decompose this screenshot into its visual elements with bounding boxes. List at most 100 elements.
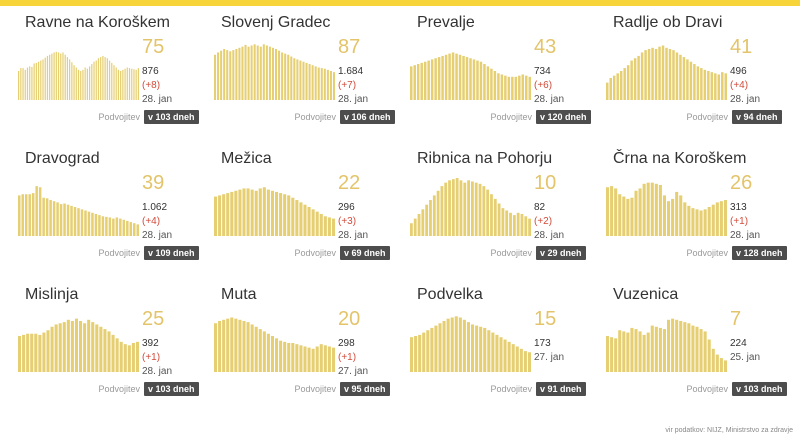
bar [226,318,230,372]
total-cases: 224 [730,338,747,349]
bar [73,65,75,100]
bar [715,202,719,236]
municipality-card: Ravne na Koroškem 75 876 (+8) 28. jan Podvoji… [18,14,199,134]
bar [100,57,102,100]
bar [483,64,486,100]
active-cases: 20 [338,308,361,330]
bar [284,53,287,100]
new-cases-delta: (+1) [142,352,161,363]
bar [70,320,74,372]
bar [416,64,420,100]
bar [122,219,126,236]
bar [223,48,226,100]
bar [279,340,283,372]
bar [230,191,234,236]
bar [254,326,258,372]
bar [717,74,721,100]
bar [259,46,262,100]
bar [320,68,323,100]
new-cases-delta: (+7) [338,80,357,91]
total-cases: 313 [730,202,747,213]
bar [630,327,634,372]
new-cases-delta: (+1) [338,352,357,363]
municipality-card: Muta 20 298 (+1) 27. jan Podvojitev v 95 dneh [214,286,394,406]
bar [436,190,440,236]
bar [626,65,630,100]
municipality-card: Črna na Koroškem 26 313 (+1) 28. jan Podvojit… [606,150,787,270]
bar [658,46,661,100]
bar [87,319,91,372]
bar [622,331,626,372]
bar [46,330,50,372]
bar [699,210,703,236]
last-update-date: 28. jan [338,230,369,241]
bar [60,53,62,100]
bar [295,200,299,236]
bar-chart [410,178,531,236]
bar [719,201,723,236]
bar [487,330,491,372]
bar [609,77,612,100]
bar [723,360,727,372]
bar [38,334,42,372]
bar [296,59,299,100]
doubling-badge: v 29 dneh [536,246,586,260]
bar [638,188,642,236]
doubling-label: Podvojitev [686,384,728,394]
bar [133,69,135,100]
doubling-badge: v 103 dneh [144,382,199,396]
bar [24,194,28,236]
bar [258,329,262,372]
bar [606,336,610,372]
new-cases-delta: (+3) [338,216,357,227]
bar [501,208,505,236]
bar [44,57,46,100]
bar [70,205,73,236]
bar [707,207,711,236]
bar-chart [410,316,531,372]
bar [38,187,42,236]
bar [37,61,40,100]
chart-title: Muta [221,286,257,303]
bar [311,209,315,236]
bar [703,69,707,100]
bar [618,330,622,372]
bar [441,55,444,100]
bar [308,64,311,100]
bar [462,319,466,372]
doubling-label: Podvojitev [98,112,140,122]
bar [107,331,111,372]
bar [614,338,618,372]
bar [235,48,238,100]
active-cases: 75 [142,36,165,58]
bar [54,324,58,372]
bar [331,218,335,236]
bar [99,326,103,372]
last-update-date: 27. jan [338,366,369,377]
bar [511,76,514,100]
bar [62,322,66,372]
bar [703,331,707,372]
doubling-badge: v 69 dneh [340,246,390,260]
bar [95,324,99,372]
bar [135,69,137,100]
bar [323,216,327,236]
bar [606,187,610,236]
bar [479,61,483,100]
bar [66,204,70,236]
bar [232,50,235,100]
bar [710,72,714,100]
doubling-badge: v 103 dneh [732,382,787,396]
bar [654,48,658,100]
bar [700,68,703,100]
bar [719,358,723,372]
new-cases-delta: (+1) [730,216,749,227]
bar [511,344,515,372]
bar [671,198,675,236]
bar [471,181,474,236]
last-update-date: 28. jan [142,230,173,241]
bar [303,204,307,236]
bar [307,347,311,372]
bar [250,324,254,372]
bar [35,186,38,236]
